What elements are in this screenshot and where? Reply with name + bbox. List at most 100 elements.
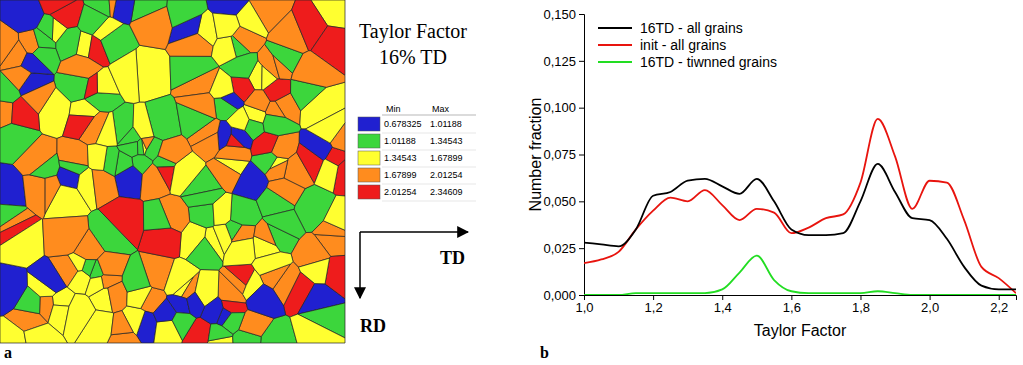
tick: 0,025 — [543, 241, 584, 256]
tick-label: 2,0 — [921, 300, 939, 315]
table-rule — [382, 133, 476, 134]
tick-mark — [579, 61, 584, 62]
grain — [291, 51, 345, 88]
grain — [226, 134, 244, 148]
grain — [77, 4, 108, 35]
grain — [43, 216, 89, 257]
grain — [117, 142, 138, 158]
grain — [0, 66, 31, 90]
color-swatch — [358, 134, 380, 148]
rd-arrow — [359, 232, 361, 298]
grain — [206, 158, 241, 193]
tick-label: 2,2 — [990, 300, 1008, 315]
table-max: 2.34609 — [430, 187, 463, 197]
legend-swatch — [598, 44, 632, 46]
color-swatch — [358, 185, 380, 199]
legend-swatch — [598, 27, 632, 29]
td-arrow — [360, 231, 468, 233]
grain — [133, 102, 154, 138]
grain — [246, 284, 286, 318]
grain — [21, 81, 56, 114]
grain — [170, 56, 219, 90]
grain — [214, 146, 252, 161]
grain — [174, 93, 216, 119]
grain — [63, 293, 96, 343]
grain — [59, 160, 89, 174]
tick-mark — [579, 248, 584, 249]
table-max: 1.34543 — [430, 136, 463, 146]
tick-label: 0,125 — [543, 53, 576, 68]
tick-label: 0,000 — [543, 288, 576, 303]
table-min: 1.34543 — [384, 153, 417, 163]
table-rule — [382, 201, 476, 202]
grain — [298, 258, 329, 284]
grain — [188, 204, 214, 228]
tick: 1,2 — [645, 295, 663, 315]
table-rule — [382, 150, 476, 151]
series-line — [584, 256, 1016, 295]
legend-label: 16TD - all grains — [640, 20, 743, 36]
table-header: Min — [386, 104, 401, 114]
grain — [137, 228, 181, 258]
grain — [262, 209, 306, 239]
grain — [122, 251, 150, 292]
grain — [39, 0, 77, 15]
table-min: 1.67899 — [384, 170, 417, 180]
grain — [0, 163, 26, 207]
grain — [96, 111, 118, 146]
grain-map — [0, 0, 345, 343]
grain — [167, 0, 208, 28]
axis-label: RD — [360, 316, 386, 336]
table-min: 0.678325 — [384, 119, 422, 129]
tick-label: 1,4 — [714, 300, 732, 315]
grain — [85, 276, 104, 296]
table-min: 2.01254 — [384, 187, 417, 197]
grain — [109, 0, 116, 18]
x-axis: 1,0 1,2 1,4 1,6 1,8 2,0 2,2 — [575, 295, 1016, 315]
grain — [208, 324, 233, 341]
grain — [211, 36, 236, 66]
tick-label: 1,2 — [645, 300, 663, 315]
tick-label: 0,075 — [543, 147, 576, 162]
grain — [84, 73, 97, 99]
panel-label: a — [4, 344, 12, 361]
tick: 0,150 — [543, 7, 584, 22]
legend-label: 16TD - tiwnned grains — [640, 54, 777, 70]
map-subtitle: 16% TD — [379, 46, 447, 68]
grain — [172, 313, 196, 341]
tick: 1,8 — [852, 295, 870, 315]
tick: 0,050 — [543, 194, 584, 209]
color-swatch — [358, 117, 380, 131]
tick: 2,0 — [921, 295, 939, 315]
grain — [62, 115, 94, 140]
grain — [213, 13, 240, 38]
grain — [0, 0, 44, 33]
grain — [209, 68, 233, 99]
grain — [108, 49, 139, 104]
grain — [251, 132, 279, 156]
grain — [251, 252, 293, 275]
axis-label: TD — [440, 248, 465, 268]
grain — [221, 300, 248, 313]
grain — [186, 237, 223, 270]
grain — [111, 311, 133, 335]
tick-label: 0,150 — [543, 7, 576, 22]
tick-label: 1,6 — [783, 300, 801, 315]
grain — [262, 66, 278, 90]
grain — [267, 178, 305, 206]
grain — [142, 137, 155, 150]
color-swatch — [358, 151, 380, 165]
tick: 2,2 — [990, 295, 1008, 315]
tick: 1,0 — [575, 295, 593, 315]
grain — [181, 188, 226, 207]
tick-mark — [579, 295, 584, 296]
grain — [314, 159, 338, 193]
table-max: 1.67899 — [430, 153, 463, 163]
table-rule — [382, 184, 476, 185]
legend: 16TD - all grainsinit - all grains16TD -… — [598, 20, 777, 70]
y-axis: 0,0000,0250,0500,0750,1000,1250,150 — [543, 7, 584, 303]
tick-label: 1,0 — [575, 300, 593, 315]
grain — [87, 144, 107, 171]
grain — [130, 6, 173, 49]
grain — [305, 108, 345, 143]
